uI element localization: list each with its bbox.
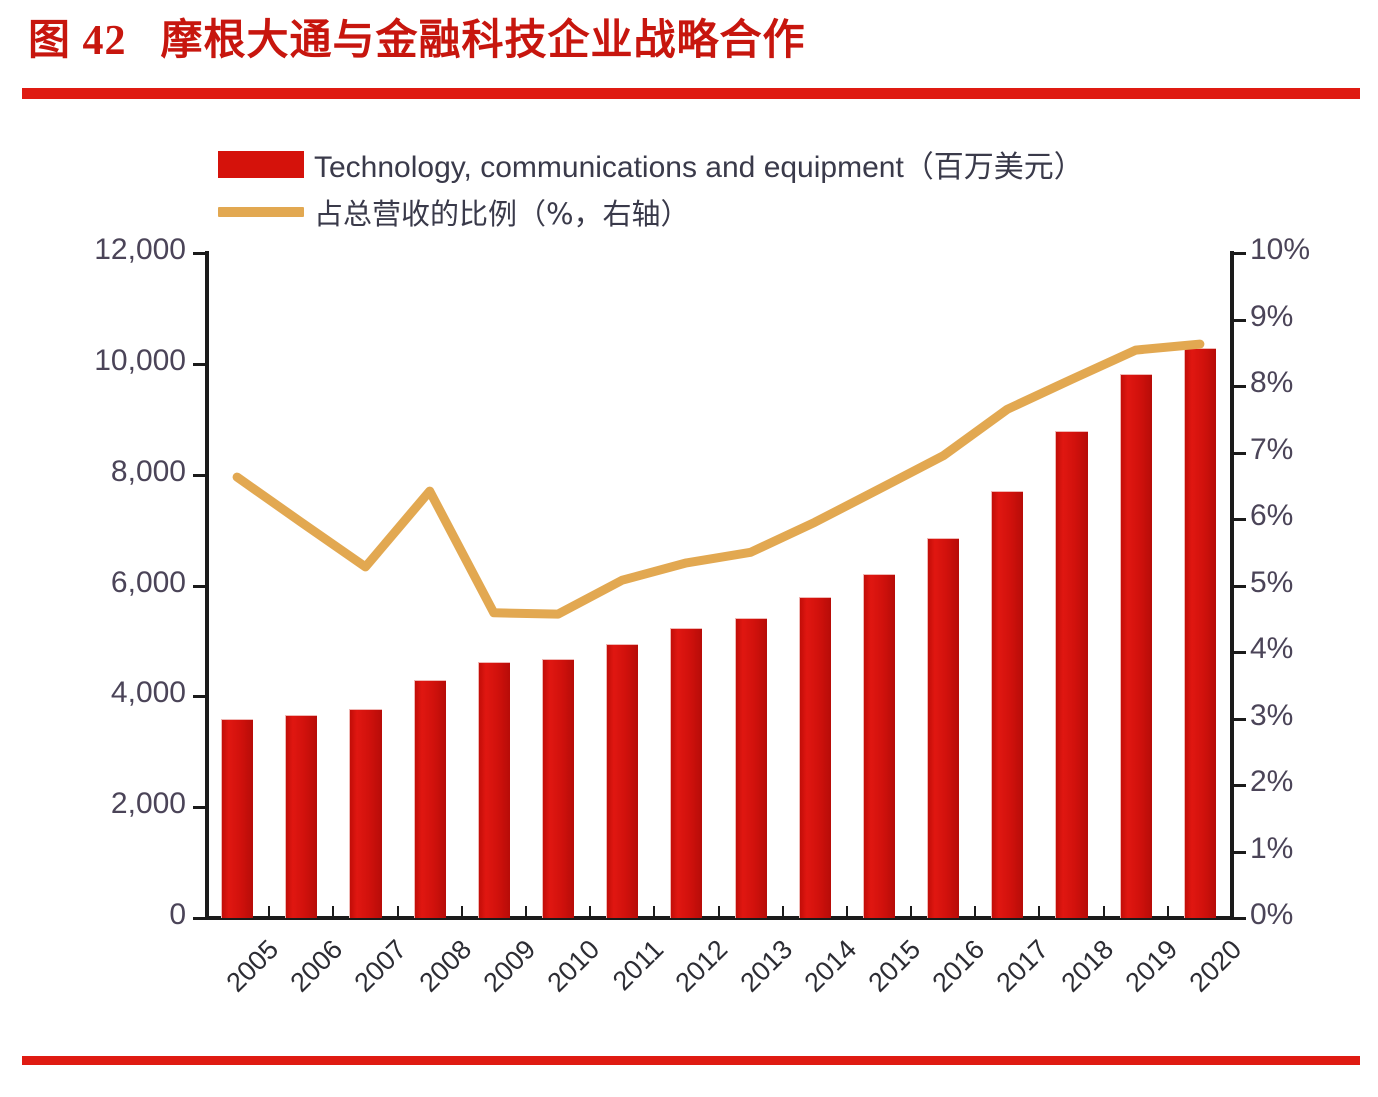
y-axis-right-tick <box>1234 651 1246 654</box>
y-axis-right-tick-label: 1% <box>1250 831 1294 865</box>
y-axis-right-tick <box>1234 717 1246 721</box>
bar <box>798 596 831 918</box>
figure-number: 图 42 <box>28 18 127 64</box>
footer-divider <box>22 1056 1360 1065</box>
y-axis-left-tick-label: 4,000 <box>110 676 186 710</box>
y-axis-right-tick-label: 10% <box>1250 233 1311 266</box>
y-axis-right-tick <box>1234 850 1246 854</box>
x-axis-tick <box>460 906 463 917</box>
y-axis-right-tick-label: 4% <box>1250 632 1294 665</box>
title-divider <box>22 88 1360 99</box>
y-axis-left-tick <box>193 362 205 366</box>
bar <box>413 679 446 918</box>
chart-legend: Technology, communications and equipment… <box>218 140 1278 236</box>
y-axis-left-tick-label: 6,000 <box>110 565 186 599</box>
y-axis-left-tick <box>193 917 205 920</box>
bar <box>862 574 896 918</box>
y-axis-left-tick <box>193 695 205 699</box>
y-axis-left-tick-label: 12,000 <box>94 233 186 266</box>
x-axis-tick <box>781 906 784 917</box>
x-axis-tick <box>524 906 527 917</box>
y-axis-right-tick-label: 7% <box>1250 432 1294 466</box>
y-axis-right-tick <box>1234 451 1246 455</box>
page-title: 图 42 摩根大通与金融科技企业战略合作 <box>28 6 806 67</box>
x-axis-tick <box>910 906 913 917</box>
y-axis-right-tick-label: 8% <box>1250 366 1294 399</box>
bar <box>1055 430 1088 918</box>
y-axis-right-tick <box>1234 252 1246 255</box>
figure-header: 图 42 摩根大通与金融科技企业战略合作 <box>0 0 1378 100</box>
y-axis-right-tick <box>1234 784 1246 787</box>
x-axis-tick <box>332 906 335 917</box>
bar <box>1119 374 1152 918</box>
y-axis-right-tick <box>1234 385 1246 388</box>
legend-item-label: Technology, communications and equipment… <box>314 151 1084 184</box>
bar <box>1183 347 1216 918</box>
x-axis-tick <box>1166 906 1169 917</box>
bar <box>349 708 382 918</box>
y-axis-right-tick <box>1234 518 1246 521</box>
bar <box>477 661 510 918</box>
y-axis-left-line <box>205 251 209 920</box>
x-axis-tick <box>653 906 656 917</box>
bar <box>991 490 1024 918</box>
bar <box>670 628 703 918</box>
x-axis-tick <box>1038 906 1041 917</box>
x-axis-tick <box>268 906 271 917</box>
x-axis-tick <box>845 906 848 917</box>
x-axis-line <box>205 916 1234 920</box>
legend-item-label: 占总营收的比例（%，右轴） <box>314 197 690 231</box>
y-axis-left-tick-label: 2,000 <box>110 787 186 821</box>
y-axis-left-tick-label: 10,000 <box>94 343 186 377</box>
y-axis-right-tick-label: 0% <box>1250 898 1294 931</box>
bar <box>221 718 254 918</box>
y-axis-right-tick <box>1234 917 1246 920</box>
y-axis-right-line <box>1230 251 1234 920</box>
y-axis-right-tick-label: 6% <box>1250 499 1294 532</box>
x-axis-tick <box>717 906 720 917</box>
y-axis-left-tick <box>193 584 205 588</box>
legend-bar-swatch-icon <box>218 150 304 178</box>
y-axis-right-tick-label: 9% <box>1250 299 1294 333</box>
bar <box>734 617 767 918</box>
y-axis-left-tick-label: 0 <box>169 898 186 931</box>
x-axis-tick <box>974 906 977 917</box>
y-axis-right-tick-label: 3% <box>1250 698 1294 732</box>
x-axis-tick <box>589 906 592 917</box>
y-axis-right-tick-label: 5% <box>1250 565 1294 599</box>
y-axis-right-tick-label: 2% <box>1250 765 1294 798</box>
y-axis-right-tick <box>1234 584 1246 588</box>
legend-line-swatch-icon <box>218 207 304 217</box>
legend-item-bars: Technology, communications and equipment… <box>218 140 1278 188</box>
y-axis-left-tick <box>193 473 205 477</box>
bar <box>927 538 960 918</box>
x-axis-tick <box>1102 906 1105 917</box>
y-axis-left-tick <box>193 252 205 255</box>
figure-title-text: 摩根大通与金融科技企业战略合作 <box>160 18 806 64</box>
y-axis-left-tick <box>193 806 205 810</box>
bar <box>541 659 575 918</box>
x-axis-tick <box>396 906 399 917</box>
y-axis-left-tick-label: 8,000 <box>110 454 186 488</box>
bar <box>285 714 318 918</box>
y-axis-right-tick <box>1234 318 1246 322</box>
legend-item-line: 占总营收的比例（%，右轴） <box>218 188 1278 236</box>
bar <box>606 643 639 918</box>
